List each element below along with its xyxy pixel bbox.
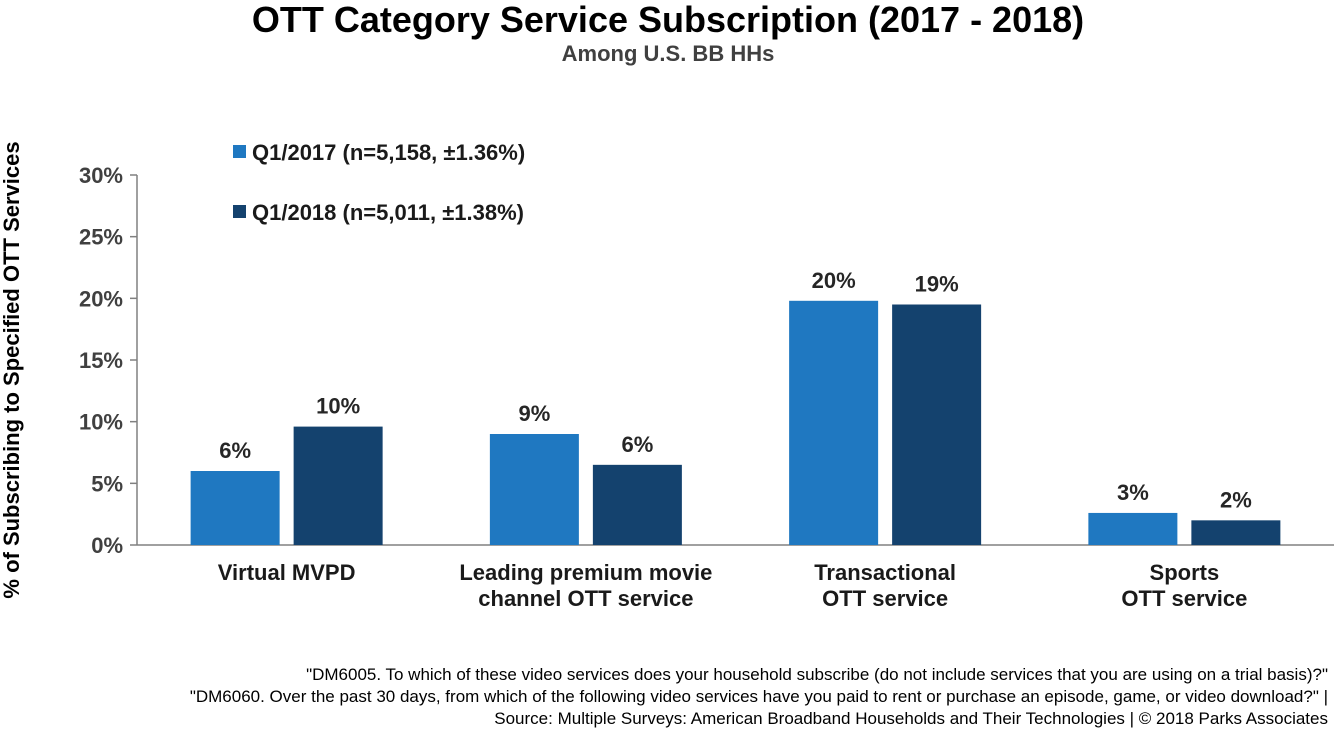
chart-subtitle: Among U.S. BB HHs [561,41,775,66]
y-tick-label: 30% [79,163,123,188]
y-tick-label: 0% [91,533,123,558]
bar [489,434,579,545]
bar [1088,512,1178,545]
data-label: 20% [812,268,856,293]
bar [190,471,280,545]
data-label: 6% [621,432,653,457]
y-tick-label: 5% [91,471,123,496]
bar [1191,520,1281,545]
legend-label: Q1/2017 (n=5,158, ±1.36%) [252,140,525,165]
bar [592,464,682,545]
footnote-line: Source: Multiple Surveys: American Broad… [494,709,1328,728]
x-tick-label: OTT service [822,586,948,611]
x-tick-label: OTT service [1121,586,1247,611]
x-tick-label: Sports [1150,560,1220,585]
legend-swatch [233,145,246,158]
bar [293,426,383,545]
data-label: 9% [518,401,550,426]
y-tick-label: 15% [79,348,123,373]
legend-swatch [233,205,246,218]
data-label: 10% [316,394,360,419]
y-tick-label: 10% [79,410,123,435]
y-tick-label: 25% [79,225,123,250]
footnotes: "DM6005. To which of these video service… [190,664,1328,730]
data-label: 2% [1220,487,1252,512]
x-tick-label: Leading premium movie [459,560,712,585]
bar [892,304,982,545]
data-label: 3% [1117,480,1149,505]
y-tick-label: 20% [79,286,123,311]
legend-label: Q1/2018 (n=5,011, ±1.38%) [252,200,524,225]
bar-chart: 0% 5% 10% 15% 20% 25% 30% 6% 10% Virtual MVPD 9% 6%… [79,140,1334,611]
data-label: 19% [915,272,959,297]
x-tick-label: channel OTT service [478,586,693,611]
x-tick-label: Virtual MVPD [218,560,356,585]
x-tick-label: Transactional [814,560,956,585]
data-label: 6% [219,438,251,463]
chart-title: OTT Category Service Subscription (2017 … [251,0,1085,40]
bar [789,300,879,545]
footnote-line: "DM6005. To which of these video service… [306,665,1328,684]
footnote-line: "DM6060. Over the past 30 days, from whi… [189,687,1328,706]
